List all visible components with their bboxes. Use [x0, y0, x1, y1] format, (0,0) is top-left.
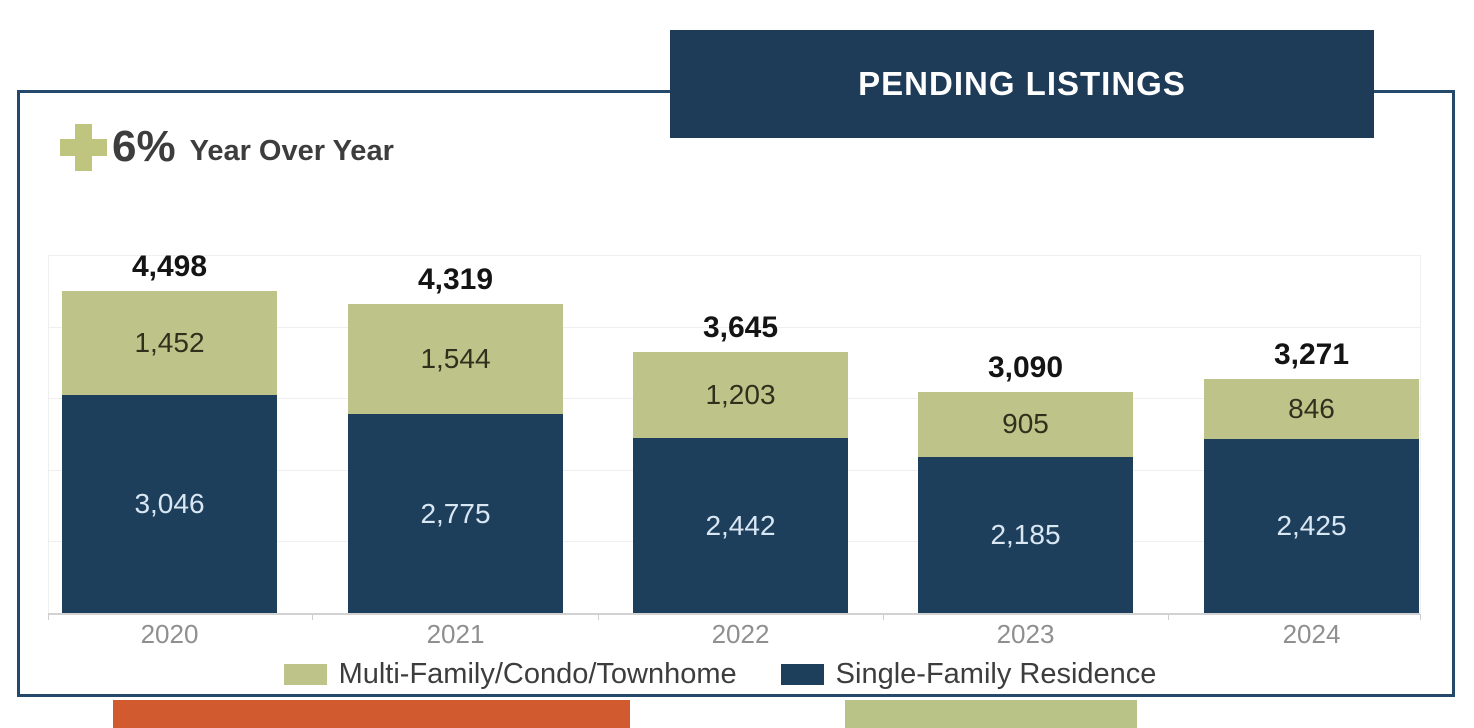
legend-swatch	[283, 663, 327, 685]
bar-segment-value: 905	[1002, 408, 1049, 440]
x-axis-label: 2022	[711, 619, 770, 649]
legend-item: Single-Family Residence	[780, 657, 1157, 690]
bar-segment-value: 1,544	[420, 343, 491, 375]
bar-segment-value: 1,203	[705, 379, 776, 411]
bar-segment-multi-family	[62, 290, 277, 395]
bar-segment-value: 2,185	[990, 518, 1061, 550]
title-banner: PENDING LISTINGS	[670, 30, 1374, 138]
yoy-label: Year Over Year	[189, 134, 394, 167]
legend-label: Single-Family Residence	[835, 657, 1157, 690]
x-axis-tick	[598, 614, 599, 620]
bar-segment-single-family	[348, 414, 563, 613]
legend-item: Multi-Family/Condo/Townhome	[283, 657, 737, 690]
bar-segment-value: 2,442	[705, 509, 776, 541]
x-axis-label: 2023	[996, 619, 1055, 649]
x-axis-tick	[48, 614, 49, 620]
bar-segment-value: 2,425	[1276, 510, 1347, 542]
bar-segment-single-family	[1204, 439, 1419, 613]
bar-segment-single-family	[633, 438, 848, 613]
x-axis-label: 2021	[426, 619, 485, 649]
bar-total-label: 4,319	[417, 262, 494, 296]
bar-segment-single-family	[62, 394, 277, 613]
bar-total-label: 4,498	[131, 249, 208, 283]
x-axis-tick	[883, 614, 884, 620]
bar-segment-single-family	[918, 456, 1133, 613]
gridline	[48, 255, 1420, 256]
gridline	[48, 327, 1420, 328]
bar-segment-value: 3,046	[134, 487, 205, 519]
chart-legend: Multi-Family/Condo/Townhome Single-Family…	[20, 653, 1420, 695]
bar-segment-multi-family	[1204, 378, 1419, 440]
bar-total-label: 3,090	[987, 350, 1064, 384]
bar-segment-value: 1,452	[134, 326, 205, 358]
year-over-year-callout: 6% Year Over Year	[60, 118, 394, 176]
bar-total-label: 3,645	[702, 311, 779, 345]
x-axis-tick	[312, 614, 313, 620]
bar-total-label: 3,271	[1273, 337, 1350, 371]
x-axis-tick	[1168, 614, 1169, 620]
legend-label: Multi-Family/Condo/Townhome	[338, 657, 737, 690]
x-axis-label: 2020	[140, 619, 199, 649]
bar-segment-value: 2,775	[420, 497, 491, 529]
page-title: PENDING LISTINGS	[858, 65, 1186, 102]
footer-orange-bar	[113, 700, 630, 728]
yoy-percent: 6%	[112, 122, 176, 171]
x-axis-label: 2024	[1282, 619, 1341, 649]
bar-segment-multi-family	[348, 303, 563, 415]
x-axis-tick	[1420, 614, 1421, 620]
plus-icon	[60, 123, 107, 171]
plot-right-edge	[1420, 255, 1421, 613]
legend-swatch	[780, 663, 824, 685]
bar-segment-value: 846	[1288, 393, 1335, 425]
footer-green-bar	[845, 700, 1137, 728]
bar-segment-multi-family	[633, 352, 848, 439]
x-axis-line	[48, 613, 1420, 615]
bar-segment-multi-family	[918, 391, 1133, 457]
plot-left-edge	[48, 255, 49, 613]
